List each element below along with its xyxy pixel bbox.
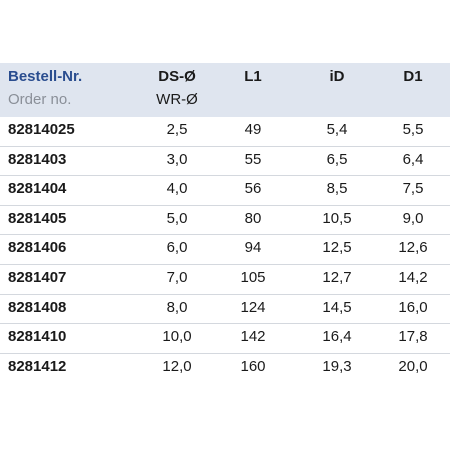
value-cell: 55 — [244, 150, 262, 168]
order-number: 82814025 — [8, 121, 75, 138]
column-title: DS-Ø — [158, 68, 196, 85]
row-separator — [0, 175, 450, 176]
value-cell: 9,0 — [402, 209, 424, 227]
value-cell: 3,0 — [166, 150, 188, 168]
row-separator — [0, 353, 450, 354]
row-separator — [0, 205, 450, 206]
value-cell: 4,0 — [166, 180, 188, 198]
value-cell: 6,0 — [166, 239, 188, 257]
order-number: 8281408 — [8, 298, 67, 316]
value-cell: 124 — [240, 298, 266, 316]
order-number: 8281404 — [8, 180, 67, 198]
row-separator — [0, 264, 450, 265]
order-number: 8281412 — [8, 357, 67, 375]
value-cell: 2,5 — [166, 121, 188, 138]
value-cell: 8,0 — [166, 298, 188, 316]
value-cell: 16,4 — [322, 328, 352, 346]
row-separator — [0, 146, 450, 147]
column-title: Bestell-Nr. — [8, 68, 83, 85]
row-separator — [0, 294, 450, 295]
column-title: L1 — [244, 68, 262, 85]
row-separator — [0, 234, 450, 235]
value-cell: 12,5 — [322, 239, 352, 257]
row-separator — [0, 323, 450, 324]
order-number: 8281410 — [8, 328, 67, 346]
header-band — [0, 63, 450, 117]
value-cell: 14,5 — [322, 298, 352, 316]
order-number: 8281406 — [8, 239, 67, 257]
value-cell: 49 — [244, 121, 262, 138]
value-cell: 142 — [240, 328, 266, 346]
value-cell: 7,5 — [402, 180, 424, 198]
value-cell: 12,0 — [162, 357, 192, 375]
value-cell: 7,0 — [166, 269, 188, 286]
column-title: iD — [329, 68, 345, 85]
value-cell: 12,6 — [398, 239, 428, 257]
value-cell: 5,0 — [166, 209, 188, 227]
value-cell: 56 — [244, 180, 262, 198]
value-cell: 5,5 — [402, 121, 424, 138]
value-cell: 5,4 — [326, 121, 348, 138]
order-number: 8281407 — [8, 269, 67, 286]
value-cell: 6,5 — [326, 150, 348, 168]
value-cell: 160 — [240, 357, 266, 375]
value-cell: 14,2 — [398, 269, 428, 286]
value-cell: 105 — [240, 269, 266, 286]
value-cell: 80 — [244, 209, 262, 227]
value-cell: 12,7 — [322, 269, 352, 286]
value-cell: 17,8 — [398, 328, 428, 346]
value-cell: 6,4 — [402, 150, 424, 168]
order-number: 8281403 — [8, 150, 67, 168]
value-cell: 94 — [244, 239, 262, 257]
column-subtitle: WR-Ø — [156, 91, 198, 108]
value-cell: 10,0 — [162, 328, 192, 346]
value-cell: 20,0 — [398, 357, 428, 375]
column-subtitle: Order no. — [8, 91, 72, 108]
column-title: D1 — [403, 68, 423, 85]
value-cell: 10,5 — [322, 209, 352, 227]
order-number: 8281405 — [8, 209, 67, 227]
value-cell: 16,0 — [398, 298, 428, 316]
value-cell: 8,5 — [326, 180, 348, 198]
value-cell: 19,3 — [322, 357, 352, 375]
